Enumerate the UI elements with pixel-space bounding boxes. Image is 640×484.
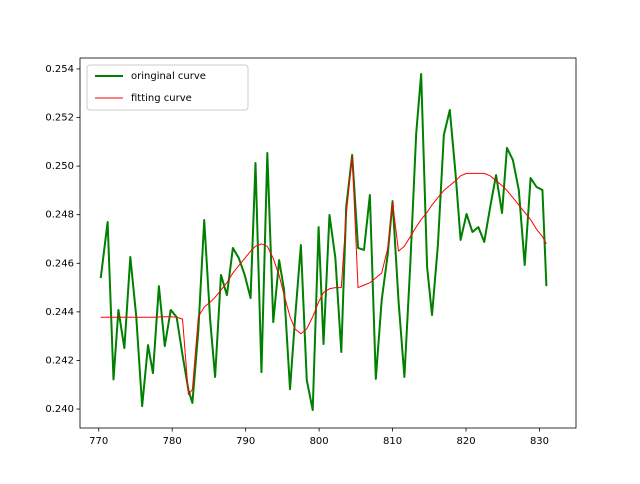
y-tick-label: 0.254 [45, 64, 74, 75]
x-tick-label: 780 [163, 436, 182, 447]
legend-box [86, 64, 249, 111]
y-tick-label: 0.244 [45, 307, 74, 318]
y-tick-label: 0.242 [45, 355, 74, 366]
y-tick-label: 0.250 [45, 161, 74, 172]
y-tick-label: 0.252 [45, 113, 74, 124]
legend-label: oringinal curve [131, 71, 206, 82]
legend-label: fitting curve [131, 93, 192, 104]
y-tick-label: 0.248 [45, 210, 74, 221]
x-tick-label: 810 [383, 436, 402, 447]
x-tick-label: 800 [310, 436, 329, 447]
x-tick-label: 790 [236, 436, 255, 447]
x-tick-label: 820 [456, 436, 475, 447]
x-tick-label: 770 [89, 436, 108, 447]
data-line [100, 155, 547, 395]
plot-frame [79, 57, 577, 429]
x-tick-label: 830 [530, 436, 549, 447]
y-tick-label: 0.240 [45, 404, 74, 415]
y-tick-label: 0.246 [45, 258, 74, 269]
